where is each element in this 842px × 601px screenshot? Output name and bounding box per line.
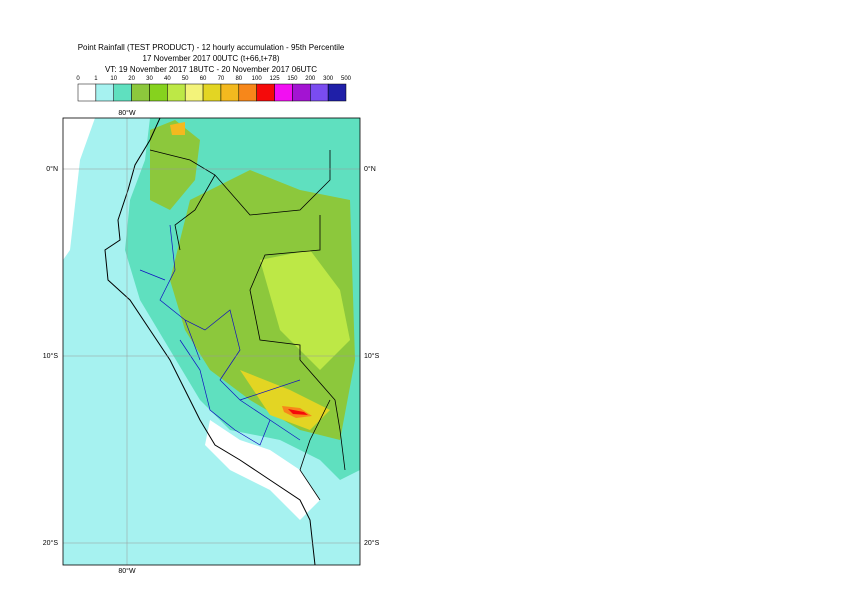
color-box [77,83,97,102]
color-box [167,83,186,102]
color-box [292,83,311,102]
legend-label: 80 [235,76,242,82]
legend-label: 70 [218,76,225,82]
lat-label: 10°S [364,352,380,360]
color-box [274,83,293,102]
lat-label: 0°N [46,165,58,173]
legend-label: 60 [200,76,207,82]
lon-label: 80°W [118,567,136,575]
lat-label: 10°S [43,352,59,360]
color-box [256,83,275,102]
color-box [95,83,114,102]
color-box [220,83,240,102]
rain-40 [260,250,350,370]
legend-label: 300 [323,76,334,82]
legend-label: 0 [76,76,80,82]
color-box [131,83,150,102]
borders [149,149,346,501]
map [63,118,360,565]
legend-label: 200 [305,76,316,82]
rain-20 [170,170,355,440]
rain-100 [288,409,308,415]
run-info: 17 November 2017 00UTC (t+66,t+78) [143,54,280,63]
rain-20 [150,120,200,210]
legend-label: 50 [182,76,189,82]
color-box [184,83,204,102]
color-box [202,83,222,102]
lon-label: 80°W [118,109,136,117]
color-box [238,83,257,102]
regions [139,224,301,446]
color-box [113,83,132,102]
lat-label: 0°N [364,165,376,173]
title: Point Rainfall (TEST PRODUCT) - 12 hourl… [78,43,345,52]
coastline [104,118,316,565]
color-box [327,83,347,102]
legend-label: 20 [128,76,135,82]
graticule [63,118,360,565]
valid-time: VT: 19 November 2017 18UTC - 20 November… [105,65,317,74]
legend-label: 1 [94,76,98,82]
legend-label: 10 [110,76,117,82]
lat-label: 20°S [364,539,380,547]
lat-label: 20°S [43,539,59,547]
legend-label: 150 [287,76,298,82]
map-frame [62,117,361,566]
legend-label: 125 [270,76,281,82]
legend-label: 100 [252,76,263,82]
rain-70 [170,122,185,135]
low-area [63,118,95,260]
color-box [310,83,329,102]
legend-label: 40 [164,76,171,82]
legend-label: 30 [146,76,153,82]
colorbar: 0 1 10 20 30 40 50 60 70 80 100 125 150 200 300 500 [76,76,352,102]
dry-area [205,420,320,520]
color-box [149,83,168,102]
legend-label: 500 [341,76,352,82]
